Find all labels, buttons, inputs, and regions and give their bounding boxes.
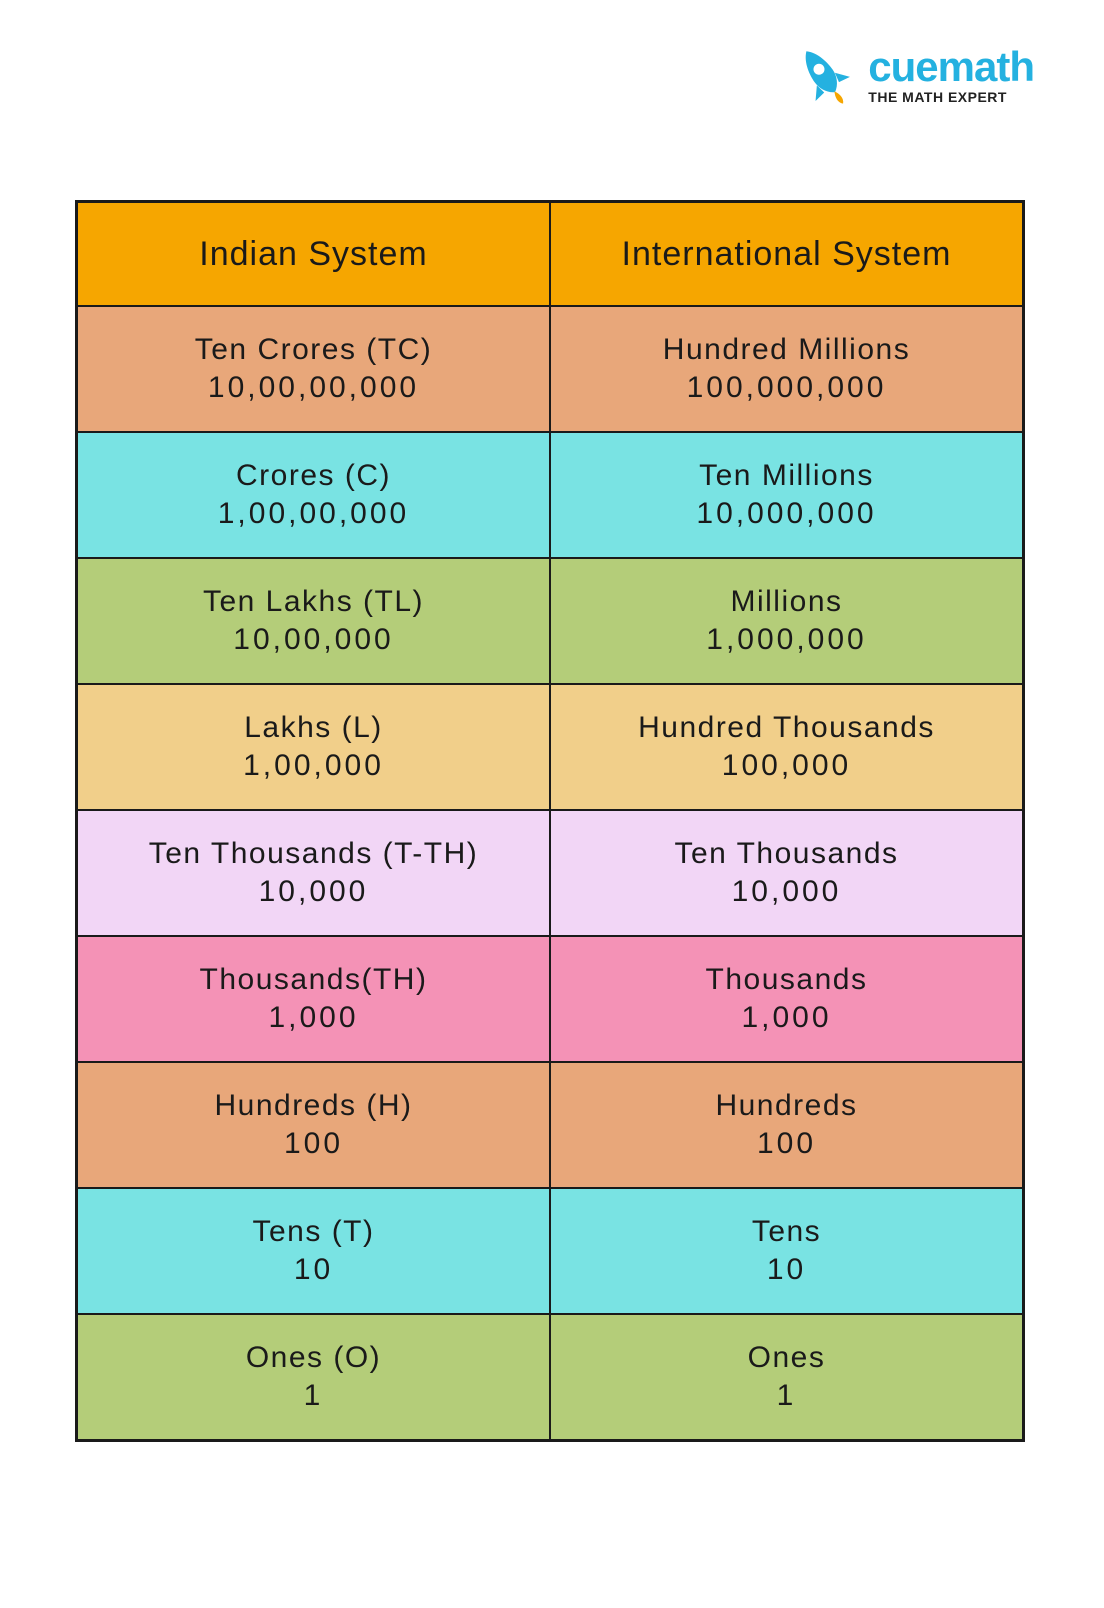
indian-value: 10: [294, 1253, 333, 1287]
cell-international: Millions 1,000,000: [550, 558, 1023, 684]
cell-international: Hundreds 100: [550, 1062, 1023, 1188]
table-row: Ten Thousands (T-TH) 10,000 Ten Thousands 1…: [77, 810, 1023, 936]
indian-value: 1,000: [268, 1001, 358, 1035]
table-row: Tens (T) 10 Tens 10: [77, 1188, 1023, 1314]
table-row: Crores (C) 1,00,00,000 Ten Millions 10,000,…: [77, 432, 1023, 558]
brand-name: cuemath: [868, 46, 1034, 88]
table-row: Ten Lakhs (TL) 10,00,000 Millions 1,000,000: [77, 558, 1023, 684]
international-value: 100: [757, 1127, 816, 1161]
international-value: 100,000: [722, 749, 851, 783]
international-value: 10,000,000: [696, 497, 876, 531]
cell-international: Hundred Thousands 100,000: [550, 684, 1023, 810]
table-row: Thousands(TH) 1,000 Thousands 1,000: [77, 936, 1023, 1062]
header-international: International System: [550, 202, 1023, 306]
cell-international: Ten Millions 10,000,000: [550, 432, 1023, 558]
indian-label: Lakhs (L): [244, 711, 383, 745]
international-label: Tens: [752, 1215, 821, 1249]
international-label: Hundred Thousands: [638, 711, 935, 745]
cell-indian: Ten Lakhs (TL) 10,00,000: [77, 558, 550, 684]
international-label: Ten Millions: [699, 459, 874, 493]
international-label: Ten Thousands: [674, 837, 898, 871]
cell-indian: Ten Thousands (T-TH) 10,000: [77, 810, 550, 936]
cell-indian: Ten Crores (TC) 10,00,00,000: [77, 306, 550, 432]
international-label: Millions: [730, 585, 842, 619]
cell-international: Hundred Millions 100,000,000: [550, 306, 1023, 432]
international-label: Thousands: [706, 963, 868, 997]
international-value: 100,000,000: [687, 371, 887, 405]
indian-label: Tens (T): [252, 1215, 374, 1249]
table-header-row: Indian System International System: [77, 202, 1023, 306]
table-row: Ones (O) 1 Ones 1: [77, 1314, 1023, 1440]
table-row: Lakhs (L) 1,00,000 Hundred Thousands 100,00…: [77, 684, 1023, 810]
indian-value: 10,000: [259, 875, 369, 909]
cell-indian: Lakhs (L) 1,00,000: [77, 684, 550, 810]
cell-indian: Crores (C) 1,00,00,000: [77, 432, 550, 558]
cell-indian: Tens (T) 10: [77, 1188, 550, 1314]
indian-value: 10,00,000: [233, 623, 393, 657]
indian-label: Ones (O): [246, 1341, 381, 1375]
international-value: 10: [767, 1253, 806, 1287]
cell-international: Ten Thousands 10,000: [550, 810, 1023, 936]
cell-international: Thousands 1,000: [550, 936, 1023, 1062]
international-value: 10,000: [732, 875, 842, 909]
international-label: Ones: [748, 1341, 826, 1375]
indian-label: Ten Crores (TC): [195, 333, 433, 367]
brand-logo: cuemath THE MATH EXPERT: [788, 40, 1034, 110]
indian-value: 1,00,00,000: [218, 497, 409, 531]
indian-label: Crores (C): [236, 459, 391, 493]
table-row: Hundreds (H) 100 Hundreds 100: [77, 1062, 1023, 1188]
header-indian: Indian System: [77, 202, 550, 306]
indian-value: 100: [284, 1127, 343, 1161]
cell-international: Ones 1: [550, 1314, 1023, 1440]
indian-value: 1: [304, 1379, 324, 1413]
international-value: 1,000: [741, 1001, 831, 1035]
indian-label: Thousands(TH): [200, 963, 428, 997]
table-row: Ten Crores (TC) 10,00,00,000 Hundred Milli…: [77, 306, 1023, 432]
header-indian-label: Indian System: [199, 235, 427, 274]
cell-indian: Ones (O) 1: [77, 1314, 550, 1440]
international-value: 1,000,000: [706, 623, 866, 657]
cell-indian: Hundreds (H) 100: [77, 1062, 550, 1188]
indian-label: Ten Thousands (T-TH): [149, 837, 479, 871]
cell-international: Tens 10: [550, 1188, 1023, 1314]
rocket-icon: [788, 40, 858, 110]
place-value-table: Indian System International System Ten C…: [75, 200, 1025, 1442]
header-international-label: International System: [622, 235, 952, 274]
international-label: Hundreds: [715, 1089, 857, 1123]
international-value: 1: [777, 1379, 797, 1413]
indian-label: Ten Lakhs (TL): [203, 585, 424, 619]
indian-value: 10,00,00,000: [208, 371, 419, 405]
cell-indian: Thousands(TH) 1,000: [77, 936, 550, 1062]
brand-tagline: THE MATH EXPERT: [868, 90, 1034, 104]
indian-value: 1,00,000: [243, 749, 384, 783]
indian-label: Hundreds (H): [214, 1089, 412, 1123]
international-label: Hundred Millions: [663, 333, 910, 367]
